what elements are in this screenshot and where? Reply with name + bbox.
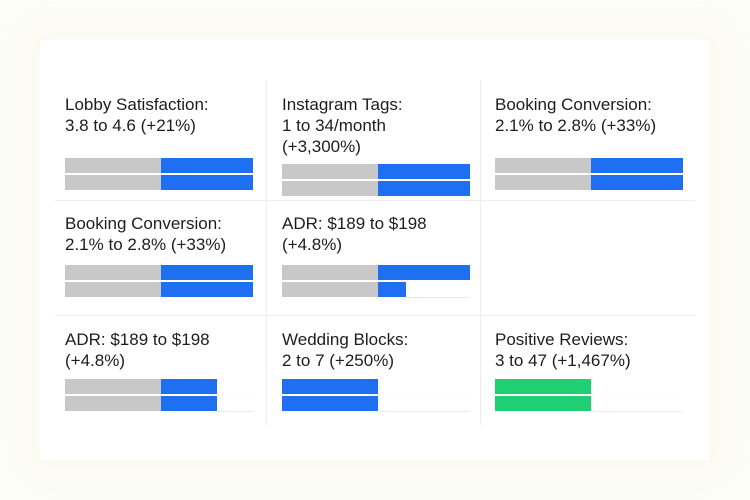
metric-label-line: 2.1% to 2.8% (+33%) [65, 235, 227, 254]
metric-label-line: Instagram Tags: [282, 95, 403, 114]
metric-label-line: 2.1% to 2.8% (+33%) [495, 116, 657, 135]
column-divider [266, 80, 267, 425]
bar-separator [65, 173, 253, 174]
bar-track [591, 411, 683, 412]
improved-bar [161, 158, 253, 173]
baseline-bar [282, 282, 378, 297]
metric-bars [282, 265, 470, 298]
metric-label-line: 2 to 7 (+250%) [282, 351, 394, 370]
improved-bar [282, 396, 378, 411]
improved-bar [378, 181, 470, 196]
baseline-bar [65, 379, 161, 394]
metric-label: ADR: $189 to $198 (+4.8%) [65, 329, 210, 371]
metric-label: Lobby Satisfaction: 3.8 to 4.6 (+21%) [65, 94, 209, 136]
metric-label-line: (+4.8%) [65, 351, 125, 370]
bar-separator [65, 280, 253, 281]
metric-label: Booking Conversion: 2.1% to 2.8% (+33%) [495, 94, 656, 136]
improved-bar [161, 282, 253, 297]
bar-track [406, 297, 470, 298]
metric-label-line: Booking Conversion: [65, 214, 222, 233]
baseline-bar [495, 175, 591, 190]
metric-label-line: Positive Reviews: [495, 330, 629, 349]
metric-label: Wedding Blocks: 2 to 7 (+250%) [282, 329, 408, 371]
baseline-bar [282, 265, 378, 280]
row-divider [55, 315, 695, 316]
metric-label-line: Lobby Satisfaction: [65, 95, 209, 114]
bar-separator [65, 394, 253, 395]
metric-bars [282, 164, 470, 196]
highlight-bar [495, 379, 591, 394]
metric-bars [65, 158, 253, 190]
metric-label: Booking Conversion: 2.1% to 2.8% (+33%) [65, 213, 226, 255]
improved-bar [282, 379, 378, 394]
bar-separator [282, 280, 470, 281]
improved-bar [378, 164, 470, 179]
bar-separator [495, 394, 683, 395]
metric-bars [495, 158, 683, 190]
metric-label-line: 1 to 34/month [282, 116, 386, 135]
metric-label-line: ADR: $189 to $198 [65, 330, 210, 349]
bar-track [378, 411, 470, 412]
baseline-bar [65, 265, 161, 280]
column-divider [480, 80, 481, 425]
metric-bars [495, 379, 683, 412]
improved-bar [591, 158, 683, 173]
metric-bars [282, 379, 470, 412]
bar-separator [495, 173, 683, 174]
baseline-bar [282, 164, 378, 179]
baseline-bar [65, 158, 161, 173]
highlight-bar [495, 396, 591, 411]
improved-bar [378, 282, 406, 297]
improved-bar [591, 175, 683, 190]
improved-bar [378, 265, 470, 280]
bar-separator [282, 179, 470, 180]
metric-bars [65, 265, 253, 297]
baseline-bar [282, 181, 378, 196]
improved-bar [161, 379, 217, 394]
metric-label: Instagram Tags: 1 to 34/month (+3,300%) [282, 94, 403, 157]
baseline-bar [65, 396, 161, 411]
metric-label-line: Wedding Blocks: [282, 330, 409, 349]
improved-bar [161, 175, 253, 190]
improved-bar [161, 396, 217, 411]
row-divider [55, 200, 695, 201]
metric-label-line: (+4.8%) [282, 235, 342, 254]
metric-label: Positive Reviews: 3 to 47 (+1,467%) [495, 329, 631, 371]
metric-label-line: (+3,300%) [282, 137, 361, 156]
baseline-bar [65, 282, 161, 297]
bar-separator [282, 394, 470, 395]
metric-label-line: 3.8 to 4.6 (+21%) [65, 116, 196, 135]
baseline-bar [495, 158, 591, 173]
bar-track [217, 411, 253, 412]
metric-label-line: Booking Conversion: [495, 95, 652, 114]
metric-label-line: 3 to 47 (+1,467%) [495, 351, 631, 370]
baseline-bar [65, 175, 161, 190]
improved-bar [161, 265, 253, 280]
metric-label: ADR: $189 to $198 (+4.8%) [282, 213, 427, 255]
metric-bars [65, 379, 253, 412]
metric-label-line: ADR: $189 to $198 [282, 214, 427, 233]
